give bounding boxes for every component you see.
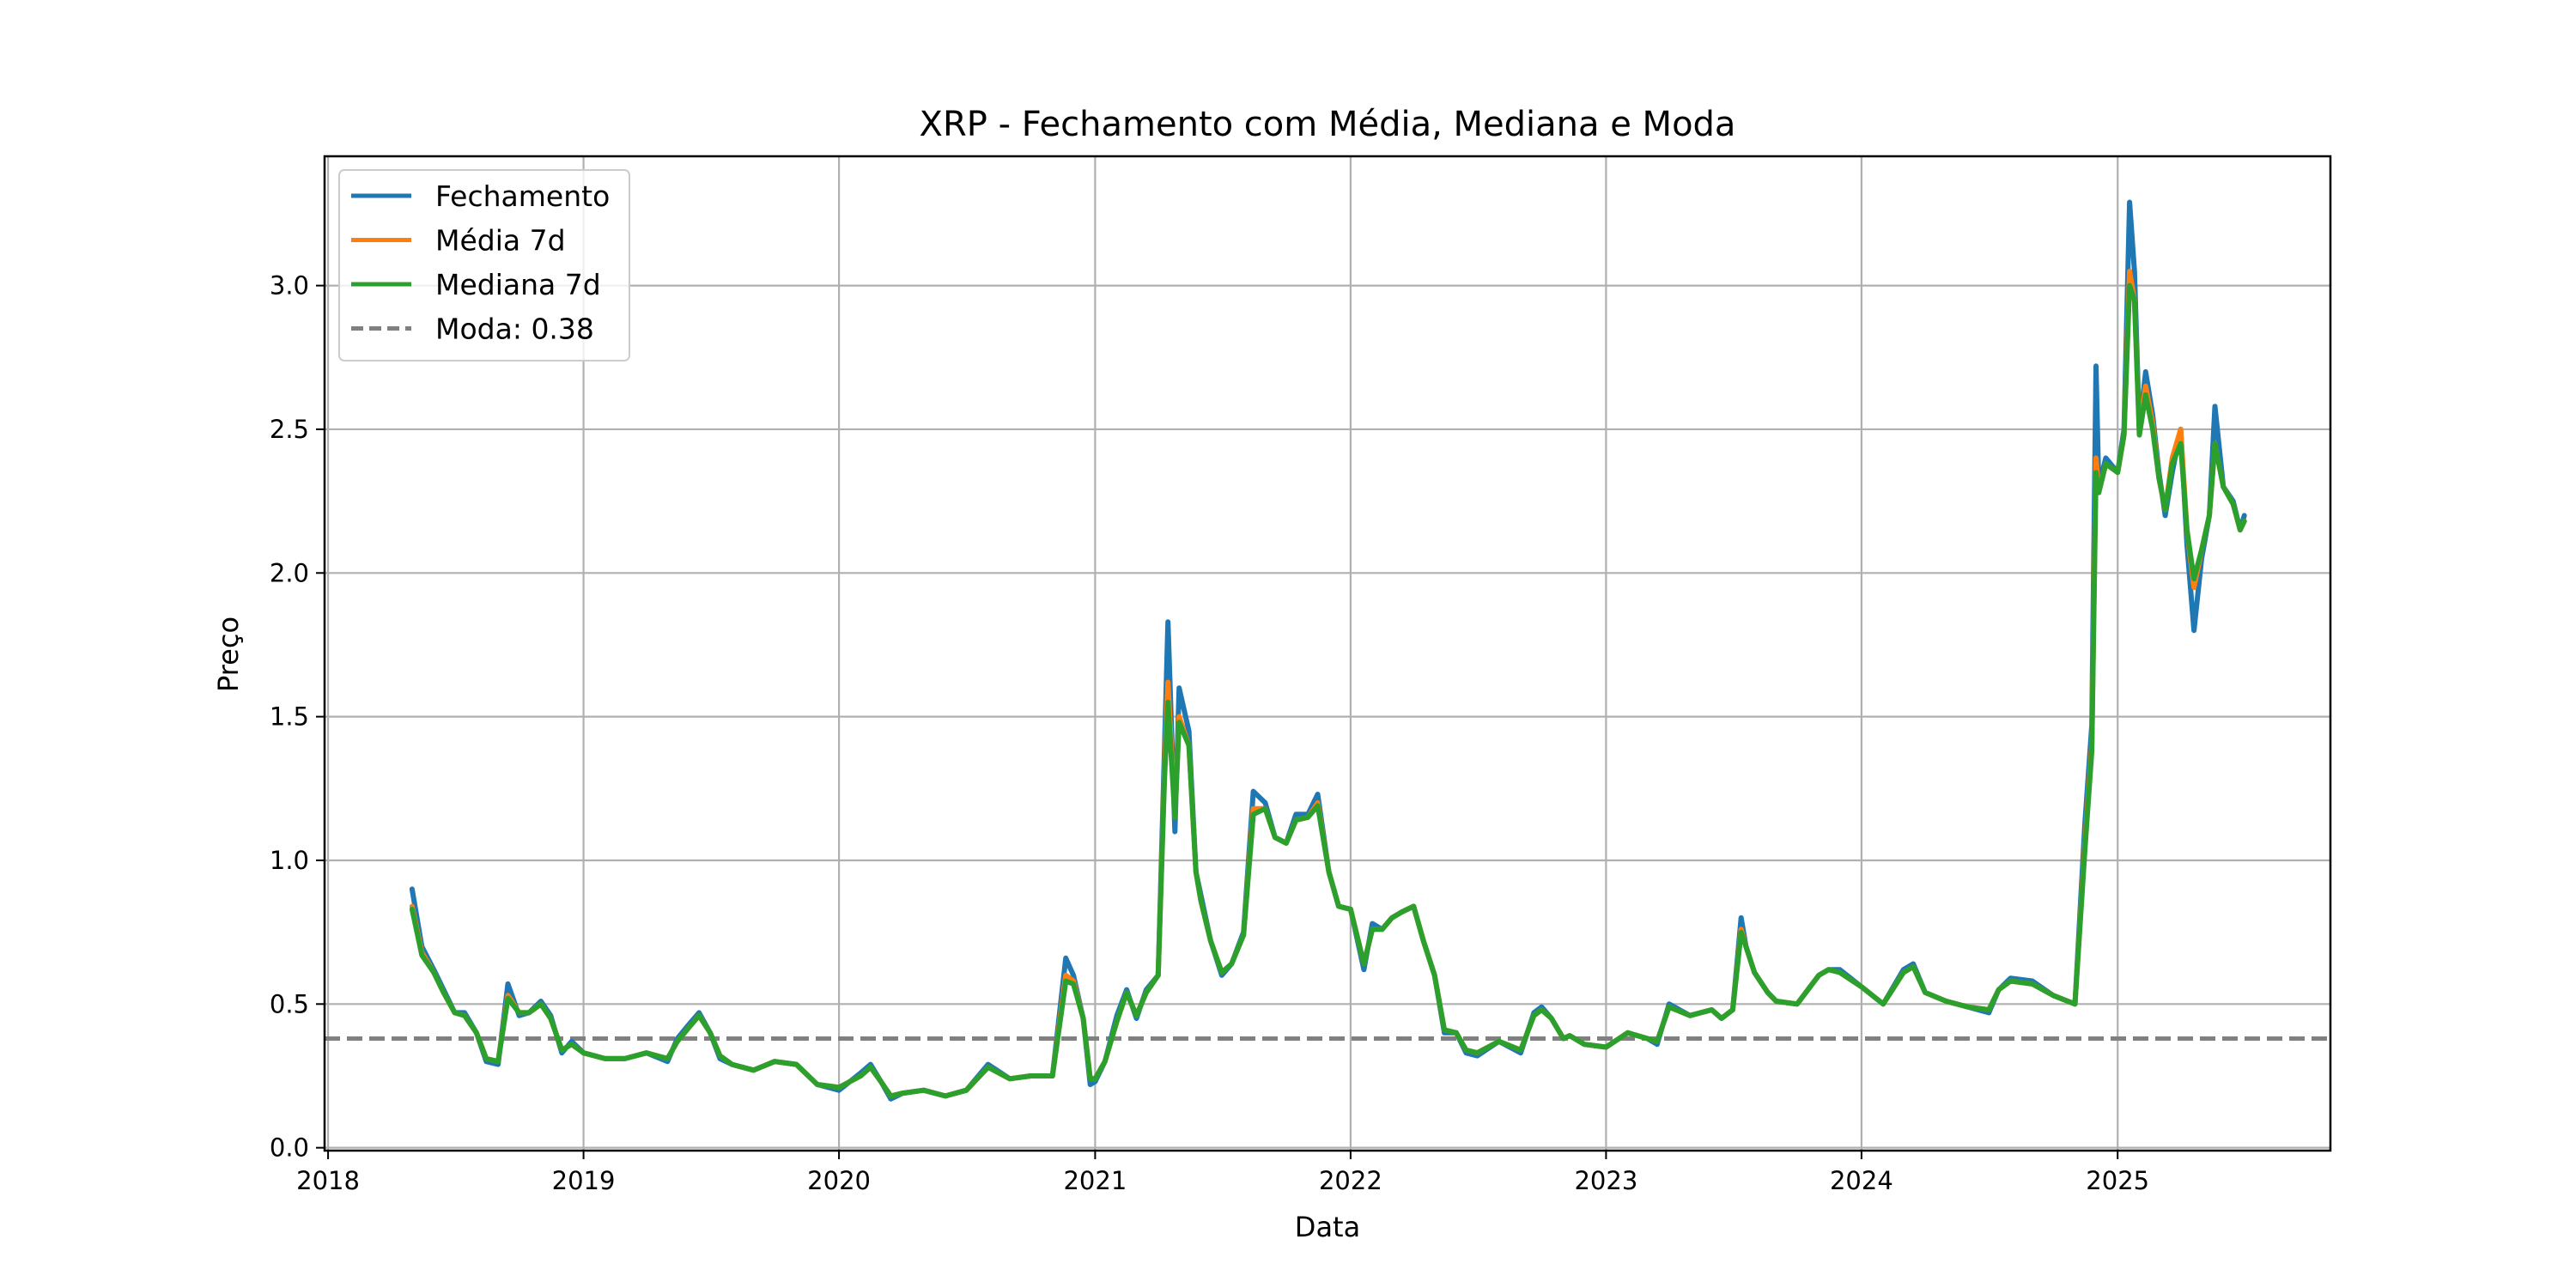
x-ticks: 2018 2019 2020 2021 2022 2023 2024 2025 bbox=[296, 1151, 2149, 1195]
x-tick-label: 2024 bbox=[1830, 1166, 1893, 1195]
x-tick-label: 2021 bbox=[1063, 1166, 1127, 1195]
plot-frame bbox=[323, 155, 2332, 1152]
legend-label: Mediana 7d bbox=[435, 268, 601, 301]
y-tick-label: 3.0 bbox=[270, 271, 309, 301]
y-tick-label: 2.5 bbox=[270, 415, 309, 444]
y-ticks: 0.0 0.5 1.0 1.5 2.0 2.5 3.0 bbox=[270, 271, 325, 1163]
chart-title: XRP - Fechamento com Média, Mediana e Mo… bbox=[920, 105, 1736, 144]
legend: Fechamento Média 7d Mediana 7d Moda: 0.38 bbox=[338, 169, 630, 361]
y-tick-label: 2.0 bbox=[270, 558, 309, 587]
y-axis-label: Preço bbox=[212, 617, 245, 692]
x-axis-label: Data bbox=[1295, 1211, 1360, 1243]
legend-label: Moda: 0.38 bbox=[435, 313, 594, 346]
x-tick-label: 2020 bbox=[807, 1166, 871, 1195]
y-tick-label: 1.0 bbox=[270, 846, 309, 875]
x-tick-label: 2022 bbox=[1319, 1166, 1382, 1195]
x-tick-label: 2018 bbox=[296, 1166, 360, 1195]
x-tick-label: 2019 bbox=[552, 1166, 616, 1195]
legend-box bbox=[338, 169, 630, 361]
y-tick-label: 1.5 bbox=[270, 702, 309, 732]
series-line-mediana-7d bbox=[409, 283, 2247, 1099]
y-tick-label: 0.5 bbox=[270, 989, 309, 1018]
legend-label: Fechamento bbox=[435, 179, 610, 213]
series-layer bbox=[409, 199, 2247, 1102]
legend-label: Média 7d bbox=[435, 224, 566, 258]
x-tick-label: 2025 bbox=[2086, 1166, 2149, 1195]
y-tick-label: 0.0 bbox=[270, 1133, 309, 1163]
x-tick-label: 2023 bbox=[1574, 1166, 1637, 1195]
